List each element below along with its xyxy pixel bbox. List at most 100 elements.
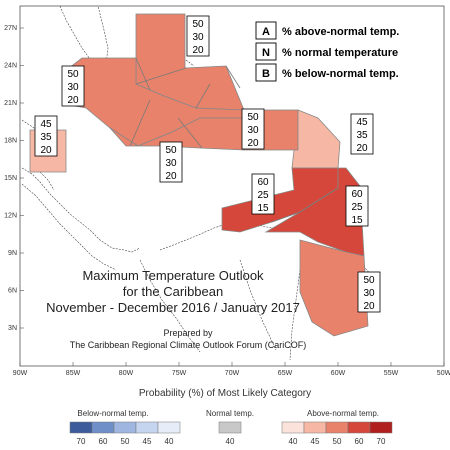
- x-tick-label: 70W: [225, 370, 240, 377]
- y-tick-label: 15N: [4, 175, 17, 182]
- colorbar-swatch: [303, 421, 327, 434]
- map-title-block: Maximum Temperature Outlook for the Cari…: [46, 268, 306, 350]
- legend-letter-a: A: [262, 26, 270, 38]
- above-value: 50: [165, 145, 177, 156]
- x-tick-label: 80W: [119, 370, 134, 377]
- colorbar-swatch: [91, 421, 115, 434]
- colorbar-swatch: [157, 421, 181, 434]
- region-box-abc: 60 25 15: [251, 173, 275, 215]
- above-value: 50: [363, 275, 375, 286]
- legend-text-normal: % normal temperature: [282, 47, 398, 59]
- colorbar-value: 50: [333, 437, 342, 446]
- below-value: 20: [247, 138, 259, 149]
- above-value: 45: [356, 117, 368, 128]
- x-tick-label: 85W: [66, 370, 81, 377]
- below-value: 20: [40, 145, 52, 156]
- y-tick-label: 12N: [4, 213, 17, 220]
- x-tick-label: 55W: [384, 370, 399, 377]
- x-tick-label: 65W: [278, 370, 293, 377]
- y-tick-label: 3N: [8, 325, 17, 332]
- colorbar-value: 50: [121, 437, 130, 446]
- title-line-2: for the Caribbean: [123, 284, 223, 299]
- x-axis-ticks: 90W 85W 80W 75W 70W 65W 60W 55W 50W: [13, 362, 450, 377]
- colorbar-swatch: [325, 421, 349, 434]
- colorbar-swatch: [347, 421, 371, 434]
- below-value: 15: [257, 203, 269, 214]
- colorbar-value: 70: [77, 437, 86, 446]
- region-box-jamaica: 50 30 20: [159, 141, 183, 183]
- below-value: 20: [356, 143, 368, 154]
- region-box-leeward: 45 35 20: [350, 113, 374, 155]
- colorbar-value: 60: [355, 437, 364, 446]
- x-tick-label: 60W: [331, 370, 346, 377]
- zone-guianas: [299, 239, 369, 337]
- y-tick-label: 9N: [8, 250, 17, 257]
- normal-value: 35: [356, 130, 368, 141]
- colorbar-normal: 40: [218, 421, 242, 446]
- normal-value: 25: [257, 190, 269, 201]
- colorbar-value: 70: [377, 437, 386, 446]
- colorbar-swatch: [135, 421, 159, 434]
- y-tick-label: 6N: [8, 288, 17, 295]
- normal-value: 30: [67, 82, 79, 93]
- normal-value: 30: [247, 125, 259, 136]
- colorbar-value: 45: [143, 437, 152, 446]
- prepared-by-org: The Caribbean Regional Climate Outlook F…: [70, 340, 307, 350]
- below-value: 20: [67, 95, 79, 106]
- legend-letter-b: B: [262, 68, 270, 80]
- above-value: 60: [257, 177, 269, 188]
- region-box-belize: 45 35 20: [34, 115, 58, 157]
- colorbar-swatch: [218, 421, 242, 434]
- colorbar-value: 40: [226, 437, 235, 446]
- colorbar-below: 70 60 50 45 40: [69, 421, 181, 446]
- above-value: 50: [192, 19, 204, 30]
- y-tick-label: 18N: [4, 138, 17, 145]
- colorbar-value: 45: [311, 437, 320, 446]
- colorbar-value: 40: [165, 437, 174, 446]
- x-tick-label: 90W: [13, 370, 28, 377]
- normal-value: 30: [363, 288, 375, 299]
- colorbar-above: 40 45 50 60 70: [281, 421, 393, 446]
- normal-value: 35: [40, 132, 52, 143]
- below-value: 20: [165, 171, 177, 182]
- colorbar-above-label: Above-normal temp.: [307, 409, 379, 418]
- colorbar-swatch: [69, 421, 93, 434]
- colorbar-swatch: [369, 421, 393, 434]
- colorbar-swatch: [113, 421, 137, 434]
- legend-letter-n: N: [262, 47, 270, 59]
- colorbar-title: Probability (%) of Most Likely Category: [139, 388, 311, 399]
- x-tick-label: 50W: [437, 370, 450, 377]
- above-value: 45: [40, 119, 52, 130]
- prepared-by: Prepared by: [163, 328, 213, 338]
- y-tick-label: 24N: [4, 63, 17, 70]
- title-line-3: November - December 2016 / January 2017: [46, 300, 300, 315]
- region-box-bahamas: 50 30 20: [186, 15, 210, 57]
- normal-value: 30: [165, 158, 177, 169]
- legend-text-below: % below-normal temp.: [282, 68, 399, 80]
- colorbar-swatch: [281, 421, 305, 434]
- colorbar-below-label: Below-normal temp.: [77, 409, 148, 418]
- y-tick-label: 27N: [4, 25, 17, 32]
- region-box-hispaniola: 50 30 20: [241, 108, 265, 150]
- below-value: 15: [351, 215, 363, 226]
- above-value: 50: [247, 112, 259, 123]
- colorbar-value: 60: [99, 437, 108, 446]
- colorbar-value: 40: [289, 437, 298, 446]
- y-axis-ticks: 27N 24N 21N 18N 15N 12N 9N 6N 3N: [4, 25, 24, 332]
- above-value: 60: [351, 189, 363, 200]
- normal-value: 25: [351, 202, 363, 213]
- x-tick-label: 75W: [172, 370, 187, 377]
- colorbar-normal-label: Normal temp.: [206, 409, 254, 418]
- below-value: 20: [192, 45, 204, 56]
- region-box-cuba: 50 30 20: [61, 65, 85, 107]
- value-boxes: 50 30 20 50 30 20 45 35 20 50 30 20 50 3…: [34, 15, 381, 313]
- above-value: 50: [67, 69, 79, 80]
- region-box-windward: 60 25 15: [345, 185, 369, 227]
- normal-value: 30: [192, 32, 204, 43]
- title-line-1: Maximum Temperature Outlook: [82, 268, 264, 283]
- legend-text-above: % above-normal temp.: [282, 26, 399, 38]
- category-legend: A % above-normal temp. N % normal temper…: [255, 21, 399, 82]
- below-value: 20: [363, 301, 375, 312]
- y-tick-label: 21N: [4, 100, 17, 107]
